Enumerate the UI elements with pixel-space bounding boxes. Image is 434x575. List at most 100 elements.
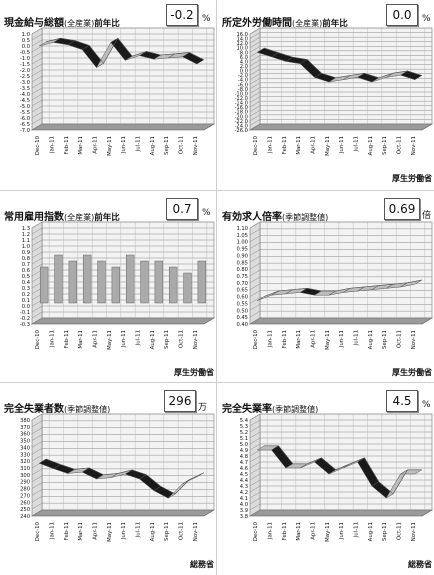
value-box: -0.2 xyxy=(166,4,198,26)
x-tick-label: Jun-11 xyxy=(339,136,345,154)
gridline xyxy=(31,454,214,462)
x-tick-label: Mar-11 xyxy=(78,136,84,155)
gridline xyxy=(31,239,214,247)
source-label: 厚生労働省 xyxy=(174,368,214,377)
y-tick-label: 300 xyxy=(20,473,30,479)
gridline xyxy=(249,283,432,290)
y-tick-label: 1.0 xyxy=(22,32,30,38)
x-tick-label: Jan-11 xyxy=(50,330,56,348)
y-tick-label: 1.1 xyxy=(22,238,30,244)
x-tick-label: Jul-11 xyxy=(136,522,142,538)
y-tick-label: -5.0 xyxy=(20,104,30,110)
y-tick-label: 16.0 xyxy=(236,32,248,38)
x-tick-label: Jun-11 xyxy=(121,136,127,154)
y-tick-label: 1.2 xyxy=(22,232,30,238)
y-tick-label: -2.0 xyxy=(20,68,30,74)
x-tick-label: Dec-10 xyxy=(253,135,259,155)
y-tick-label: 1.3 xyxy=(22,226,30,232)
x-tick-label: Jan-11 xyxy=(50,136,56,154)
x-tick-label: Oct-11 xyxy=(397,136,403,154)
x-tick-label: May-11 xyxy=(325,330,331,350)
value-box: 0.69 xyxy=(384,198,420,220)
x-tick-label: Dec-10 xyxy=(35,521,41,541)
y-tick-label: 5.2 xyxy=(240,430,248,436)
chart-job-openings-ratio: 1.101.051.000.950.900.850.800.750.700.65… xyxy=(236,221,434,350)
x-tick-label: Nov-11 xyxy=(411,136,417,155)
gridline xyxy=(31,496,214,503)
gridline xyxy=(31,63,214,71)
y-tick-label: -14.0 xyxy=(235,101,248,107)
bar xyxy=(140,260,149,304)
x-tick-label: Nov-11 xyxy=(411,330,417,349)
y-tick-label: 4.6 xyxy=(240,466,248,472)
gridline xyxy=(249,27,432,35)
x-tick-label: Jul-11 xyxy=(354,522,360,538)
gridline xyxy=(249,304,432,311)
gridline xyxy=(249,443,432,451)
gridline xyxy=(249,425,432,433)
bar xyxy=(183,272,192,304)
y-tick-label: 3.9 xyxy=(240,508,248,514)
y-tick-label: -6.5 xyxy=(20,122,30,128)
gridline xyxy=(249,503,432,511)
bar xyxy=(39,266,49,304)
gridline xyxy=(249,114,432,122)
x-tick-label: Jul-11 xyxy=(136,136,142,152)
x-tick-label: Jun-11 xyxy=(339,330,345,348)
gridline xyxy=(31,482,214,489)
source-label: 厚生労働省 xyxy=(392,368,432,377)
x-tick-label: Sep-11 xyxy=(164,522,170,541)
y-tick-label: 320 xyxy=(20,459,30,465)
y-tick-label: -3.5 xyxy=(20,86,30,92)
gridline xyxy=(31,75,214,83)
gridline xyxy=(31,257,214,265)
gridline xyxy=(249,437,432,445)
row-divider-1 xyxy=(0,190,434,191)
y-tick-label: -4.5 xyxy=(20,98,30,104)
x-tick-label: Nov-11 xyxy=(411,522,417,541)
y-tick-label: 0.60 xyxy=(236,295,248,301)
y-tick-label: 1.00 xyxy=(236,240,248,246)
y-tick-label: -0.2 xyxy=(20,316,30,322)
chart-floor xyxy=(30,123,216,131)
y-tick-label: 4.0 xyxy=(240,502,248,508)
y-tick-label: 310 xyxy=(20,466,30,472)
x-tick-label: Sep-11 xyxy=(382,522,388,541)
y-tick-label: 0.0 xyxy=(22,304,30,310)
gridline xyxy=(249,256,432,263)
x-tick-label: Aug-11 xyxy=(150,136,156,155)
y-tick-label: 0.7 xyxy=(22,262,30,268)
y-tick-label: 0.0 xyxy=(22,44,30,50)
panel-title: 完全失業者数(季節調整値) xyxy=(4,404,111,415)
gridline xyxy=(249,73,432,80)
y-tick-label: 340 xyxy=(20,445,30,451)
gridline xyxy=(249,110,432,117)
y-tick-label: -16.0 xyxy=(235,105,248,111)
y-tick-label: 1.05 xyxy=(236,233,248,239)
gridline xyxy=(31,105,214,113)
gridline xyxy=(31,509,214,517)
gridline xyxy=(249,59,432,67)
gridline xyxy=(249,413,432,421)
x-tick-label: Apr-11 xyxy=(311,522,317,540)
gridline xyxy=(31,227,214,235)
x-tick-label: Mar-11 xyxy=(296,330,302,349)
gridline xyxy=(31,117,214,125)
gridline xyxy=(31,448,214,455)
y-tick-label: 330 xyxy=(20,452,30,458)
gridline xyxy=(249,221,432,229)
value-box: 0.7 xyxy=(166,198,198,220)
y-tick-label: 360 xyxy=(20,432,30,438)
y-tick-label: 0.4 xyxy=(22,280,31,286)
y-tick-label: 290 xyxy=(20,480,30,486)
gridline xyxy=(31,39,214,47)
x-tick-label: Jan-11 xyxy=(268,136,274,154)
x-tick-label: Oct-11 xyxy=(179,522,185,540)
chart-floor xyxy=(248,317,434,325)
y-tick-label: 0.85 xyxy=(236,260,248,266)
x-tick-label: Apr-11 xyxy=(311,330,317,348)
x-tick-label: Oct-11 xyxy=(179,136,185,154)
y-tick-label: 4.4 xyxy=(240,478,249,484)
panel-job-openings-ratio: 有効求人倍率(季節調整値) 0.69 倍 1.10 1.05 1.00 0.95 0.9… xyxy=(222,196,434,381)
gridline xyxy=(249,317,432,325)
